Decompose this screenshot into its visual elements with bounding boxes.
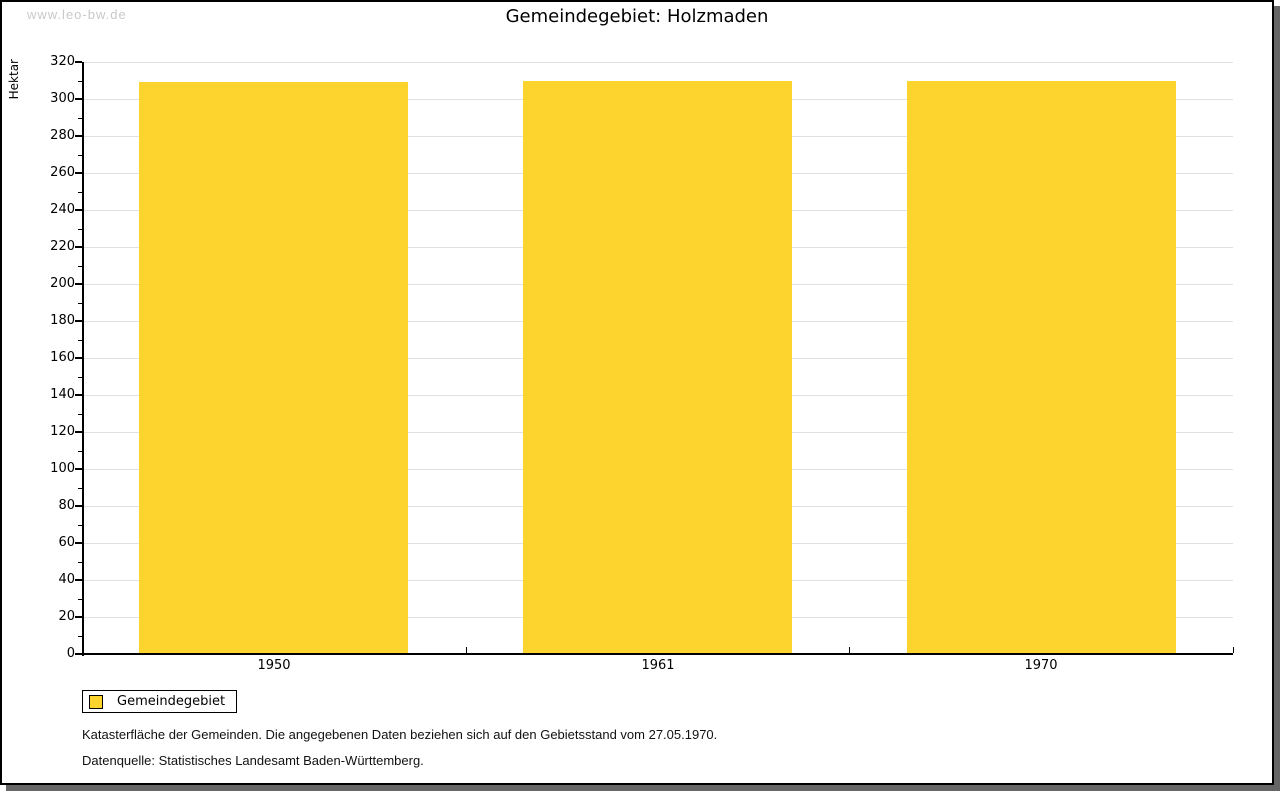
y-major-tick [75,172,82,174]
x-boundary-tick [1233,647,1234,653]
y-minor-tick [78,525,82,526]
y-minor-tick [78,636,82,637]
y-tick-label: 200 [50,276,75,291]
y-tick-label: 80 [58,498,75,513]
x-axis-line [82,653,1233,655]
y-minor-tick [78,377,82,378]
legend-swatch [89,694,103,709]
y-minor-tick [78,192,82,193]
footnote-source: Datenquelle: Statistisches Landesamt Bad… [82,753,424,768]
y-major-tick [75,653,82,655]
plot-area: 0 20 40 60 80 100 120 140 160 180 200 220 240 260 280 3… [2,2,1272,783]
gridline [82,62,1233,63]
y-major-tick [75,135,82,137]
x-tick-label-1961: 1961 [641,658,675,673]
y-major-tick [75,394,82,396]
footnote-note: Katasterfläche der Gemeinden. Die angege… [82,727,718,742]
y-minor-tick [78,340,82,341]
y-minor-tick [78,229,82,230]
y-major-tick [75,98,82,100]
x-boundary-tick [466,647,467,653]
y-major-tick [75,468,82,470]
y-axis-line [82,62,84,656]
bar-1950 [139,82,408,654]
y-tick-label: 100 [50,461,75,476]
y-minor-tick [78,155,82,156]
y-minor-tick [78,303,82,304]
y-major-tick [75,61,82,63]
y-major-tick [75,246,82,248]
y-minor-tick [78,599,82,600]
y-major-tick [75,283,82,285]
y-tick-label: 120 [50,424,75,439]
watermark: www.leo-bw.de [27,7,127,22]
y-major-tick [75,320,82,322]
y-tick-label: 220 [50,239,75,254]
y-tick-label: 160 [50,350,75,365]
y-major-tick [75,357,82,359]
y-major-tick [75,431,82,433]
x-tick-label-1950: 1950 [257,658,291,673]
y-tick-label: 320 [50,54,75,69]
chart-title: Gemeindegebiet: Holzmaden [505,6,769,27]
x-tick-label-1970: 1970 [1024,658,1058,673]
y-minor-tick [78,118,82,119]
y-minor-tick [78,451,82,452]
y-major-tick [75,505,82,507]
y-tick-label: 280 [50,128,75,143]
y-major-tick [75,616,82,618]
y-tick-label: 240 [50,202,75,217]
y-minor-tick [78,266,82,267]
x-boundary-tick [849,647,850,653]
bar-1970 [907,81,1176,654]
y-major-tick [75,209,82,211]
y-tick-label: 60 [58,535,75,550]
y-tick-label: 260 [50,165,75,180]
legend-label: Gemeindegebiet [117,694,226,709]
y-minor-tick [78,414,82,415]
y-tick-label: 140 [50,387,75,402]
y-major-tick [75,579,82,581]
y-major-tick [75,542,82,544]
y-tick-label: 20 [58,609,75,624]
y-minor-tick [78,488,82,489]
legend-box: Gemeindegebiet [82,690,238,713]
bar-1961 [523,81,792,654]
y-minor-tick [78,562,82,563]
y-tick-label: 0 [66,646,75,661]
y-minor-tick [78,81,82,82]
y-tick-label: 180 [50,313,75,328]
y-tick-label: 300 [50,91,75,106]
y-tick-label: 40 [58,572,75,587]
